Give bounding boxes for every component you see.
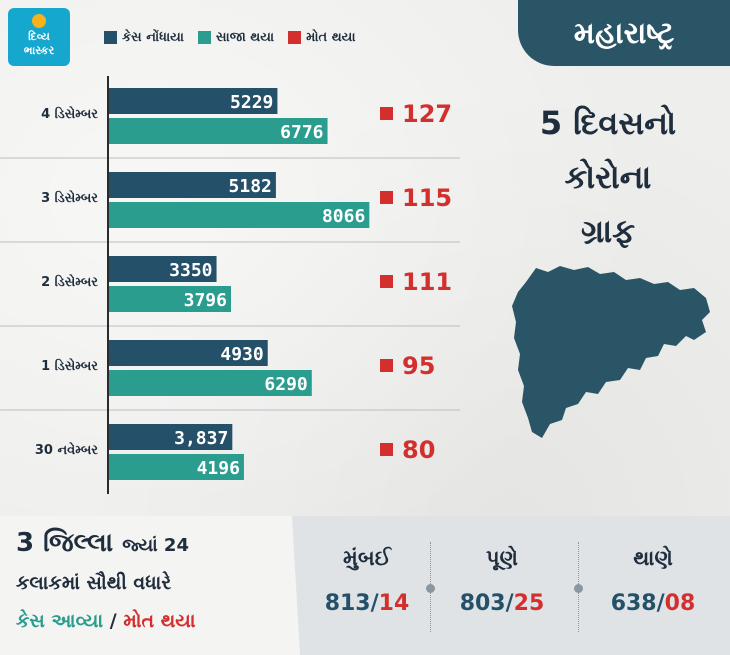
logo-line1: દિવ્ય [28,30,50,43]
panel-title-line3: ગ્રાફ [580,212,636,250]
city-cases: 638 [610,591,657,616]
city-slash: / [656,591,665,616]
deaths-label: મોત થયા [123,610,196,632]
district-panel: 3 જિલ્લા જ્યાં 24 કલાકમાં સૌથી વધારે કેસ… [0,516,730,655]
bar-label-cases: 3350 [169,260,212,281]
bar-label-recovered: 3796 [184,290,227,311]
bar-recovered [108,454,244,480]
deaths-value: 127 [402,100,452,128]
deaths-marker [380,107,393,120]
city-values: 638/08 [588,591,718,616]
bar-cases [108,256,217,282]
bar-recovered [108,118,328,144]
category-label: 2 ડિસેમ્બર [41,273,98,290]
city-values: 813/14 [302,591,432,616]
separator [426,542,435,632]
state-name: મહારાષ્ટ્ર [573,15,675,51]
district-line2: કલાકમાં સૌથી વધારે [16,572,172,594]
legend-label-deaths: મોત થયા [306,29,356,45]
district-intro: 3 જિલ્લા જ્યાં 24 કલાકમાં સૌથી વધારે કેસ… [0,516,300,655]
legend-swatch-recovered [198,30,211,44]
category-label: 30 નવેમ્બર [35,441,98,458]
deaths-value: 115 [402,184,452,212]
deaths-value: 80 [402,436,435,464]
legend-swatch-cases [104,30,117,44]
category-label: 3 ડિસેમ્બર [41,189,98,206]
legend-item-deaths: મોત થયા [288,29,356,45]
cases-label: કેસ આવ્યા [16,610,104,632]
panel-title: 5 દિવસનો કોરોના ગ્રાફ [520,96,696,258]
deaths-value: 111 [402,268,452,296]
city-mumbai: મુંબઈ 813/14 [302,546,432,616]
deaths-marker [380,275,393,288]
bar-cases [108,172,276,198]
city-cases: 813 [324,591,371,616]
city-values: 803/25 [437,591,567,616]
legend-label-cases: કેસ નોંધાયા [122,29,184,45]
city-name: થાણે [633,546,673,570]
city-slash: / [505,591,514,616]
category-label: 1 ડિસેમ્બર [41,357,98,374]
city-pune: પૂણે 803/25 [437,546,567,616]
legend-item-cases: કેસ નોંધાયા [104,30,184,45]
brand-logo: દિવ્ય ભાસ્કર [8,8,70,66]
city-deaths: 25 [513,591,545,616]
bar-label-recovered: 8066 [322,206,365,227]
legend-label-recovered: સાજા થયા [216,29,275,45]
district-where: જ્યાં 24 [122,535,189,556]
deaths-marker [380,443,393,456]
city-name: પૂણે [486,546,518,570]
bar-recovered [108,286,231,312]
deaths-marker [380,191,393,204]
bar-cases [108,424,233,450]
bar-label-recovered: 6776 [280,122,323,143]
separator [574,542,583,632]
separator-dot [426,584,435,593]
district-count-line: 3 જિલ્લા જ્યાં 24 [16,528,189,559]
panel-title-line2: કોરોના [564,158,652,196]
city-name: મુંબઈ [343,546,391,570]
bar-label-cases: 4930 [220,344,263,365]
district-count: 3 જિલ્લા [16,528,114,558]
deaths-value: 95 [402,352,435,380]
bar-chart: 4 ડિસેમ્બર 5229 6776 127 3 ડિસેમ્બર 5182 8066 1… [0,76,460,494]
slash-separator: / [109,610,117,632]
city-slash: / [370,591,379,616]
city-cases: 803 [459,591,506,616]
legend-item-recovered: સાજા થયા [198,30,274,45]
bar-recovered [108,370,312,396]
category-label: 4 ડિસેમ્બર [41,105,98,122]
legend-swatch-deaths [288,30,302,44]
deaths-marker [380,359,393,372]
bar-label-cases: 5229 [230,92,273,113]
separator-dot [574,584,583,593]
bar-label-cases: 3,837 [174,428,228,449]
sun-icon [32,14,46,28]
chart-legend: કેસ નોંધાયા સાજા થયા મોત થયા [104,26,356,48]
bar-cases [108,340,268,366]
city-thane: થાણે 638/08 [588,546,718,616]
bar-recovered [108,202,370,228]
city-deaths: 08 [664,591,696,616]
bar-label-recovered: 4196 [197,458,240,479]
logo-line2: ભાસ્કર [23,44,55,57]
bar-label-cases: 5182 [229,176,272,197]
district-line3: કેસ આવ્યા / મોત થયા [16,610,195,632]
city-deaths: 14 [378,591,410,616]
bar-label-recovered: 6290 [264,374,307,395]
panel-title-line1: 5 દિવસનો [539,104,677,142]
state-tab: મહારાષ્ટ્ર [518,0,730,66]
bar-cases [108,88,278,114]
state-map-icon [512,266,710,438]
